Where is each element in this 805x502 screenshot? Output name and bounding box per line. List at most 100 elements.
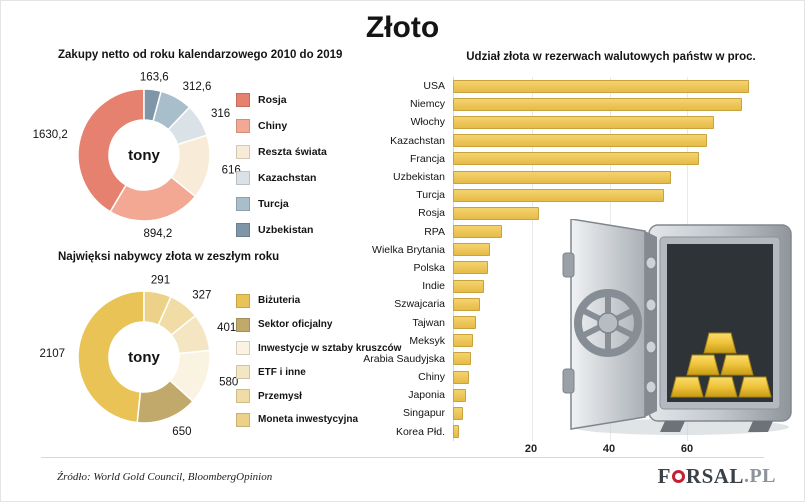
bar-Meksyk xyxy=(453,334,474,348)
bar-USA xyxy=(453,79,750,93)
bar-track xyxy=(453,97,765,111)
bar-category-label: Indie xyxy=(422,280,445,293)
legend-swatch xyxy=(236,119,250,133)
legend-swatch xyxy=(236,365,250,380)
bar-track xyxy=(453,334,765,348)
bar-track xyxy=(453,243,765,257)
gridline xyxy=(531,77,533,441)
x-axis: 20 40 60 xyxy=(453,443,765,457)
bar-Singapur xyxy=(453,406,463,420)
bar-track xyxy=(453,79,765,93)
logo-suffix: .PL xyxy=(743,465,776,487)
legend-swatch xyxy=(236,93,250,107)
bar-row: Uzbekistan xyxy=(357,168,765,186)
bar-track xyxy=(453,152,765,166)
bar-category-label: Polska xyxy=(413,261,445,274)
bar-category-label: Korea Płd. xyxy=(395,425,445,438)
legend-swatch xyxy=(236,389,250,404)
legend-label: Rosja xyxy=(258,94,287,106)
bar-Japonia xyxy=(453,388,467,402)
bar-RPA xyxy=(453,225,502,239)
bar-track xyxy=(453,188,765,202)
legend-item: Moneta inwestycyjna xyxy=(236,408,401,432)
legend-swatch xyxy=(236,317,250,332)
bar-Wielka Brytania xyxy=(453,243,491,257)
bar-category-label: Japonia xyxy=(408,389,445,402)
bar-track xyxy=(453,115,765,129)
bar-Turcja xyxy=(453,188,664,202)
bar-category-label: Niemcy xyxy=(409,98,445,111)
bar-category-label: RPA xyxy=(424,225,445,238)
legend-label: Kazachstan xyxy=(258,172,317,184)
donut-value-label: 163,6 xyxy=(140,72,169,84)
donut-value-label: 580 xyxy=(219,377,238,389)
donut-value-label: 894,2 xyxy=(144,228,173,240)
legend-item: Kazachstan xyxy=(236,165,327,191)
donut-value-label: 291 xyxy=(151,275,170,287)
bar-category-label: Kazachstan xyxy=(390,134,445,147)
bar-category-label: Turcja xyxy=(416,189,445,202)
reserves-barchart-title: Udział złota w rezerwach walutowych pańs… xyxy=(466,51,756,63)
bar-track xyxy=(453,425,765,439)
logo-text-rsal: RSAL xyxy=(685,464,744,488)
footer-divider xyxy=(41,457,764,458)
bar-row: Turcja xyxy=(357,186,765,204)
bar-category-label: USA xyxy=(423,80,445,93)
net-purchases-donut-chart: 1630,2 894,2 616 316 312,6 163,6 tony xyxy=(33,72,241,240)
legend-label: Chiny xyxy=(258,120,288,132)
legend-item: Rosja xyxy=(236,87,327,113)
bar-Arabia Saudyjska xyxy=(453,352,471,366)
donut-segment-Biżuteria xyxy=(77,290,145,424)
bar-row: Rosja xyxy=(357,204,765,222)
donut-value-label: 616 xyxy=(222,165,241,177)
bar-row: Meksyk xyxy=(357,332,765,350)
page-title: Złoto xyxy=(365,11,440,44)
donut-segment-Uzbekistan xyxy=(143,88,162,123)
bar-track xyxy=(453,279,765,293)
axis-tick-label: 20 xyxy=(524,443,538,455)
bar-row: Polska xyxy=(357,259,765,277)
legend-item: Biżuteria xyxy=(236,289,401,313)
legend-label: Turcja xyxy=(258,198,289,210)
bar-row: Francja xyxy=(357,150,765,168)
bar-category-label: Uzbekistan xyxy=(393,171,445,184)
axis-tick-label: 60 xyxy=(680,443,694,455)
safe-with-gold-bars-image xyxy=(562,218,792,435)
bar-Rosja xyxy=(453,206,539,220)
legend-swatch xyxy=(236,341,250,356)
bar-Francja xyxy=(453,152,699,166)
legend-label: Reszta świata xyxy=(258,146,327,158)
source-text: Źródło: World Gold Council, BloombergOpi… xyxy=(57,471,273,483)
bar-track xyxy=(453,206,765,220)
axis-tick-label: 40 xyxy=(602,443,616,455)
donut-center-label: tony xyxy=(128,349,160,366)
bar-row: Niemcy xyxy=(357,95,765,113)
bar-Włochy xyxy=(453,115,715,129)
bar-category-label: Włochy xyxy=(410,116,445,129)
bar-row: Tajwan xyxy=(357,313,765,331)
bar-track xyxy=(453,297,765,311)
bar-row: Singapur xyxy=(357,404,765,422)
legend-label: ETF i inne xyxy=(258,366,306,378)
legend-label: Uzbekistan xyxy=(258,224,314,236)
donut-value-label: 327 xyxy=(192,289,211,301)
bar-track xyxy=(453,316,765,330)
bar-Kazachstan xyxy=(453,134,707,148)
legend-swatch xyxy=(236,145,250,159)
donut-value-label: 1630,2 xyxy=(33,129,68,141)
bar-Szwajcaria xyxy=(453,297,481,311)
bar-row: USA xyxy=(357,77,765,95)
legend-label: Przemysł xyxy=(258,390,302,402)
bar-row: Kazachstan xyxy=(357,132,765,150)
donut-segment-Rosja xyxy=(77,88,145,213)
bar-Tajwan xyxy=(453,316,477,330)
legend-swatch xyxy=(236,412,250,427)
legend-swatch xyxy=(236,197,250,211)
legend-label: Inwestycje w sztaby kruszców xyxy=(258,342,402,354)
bar-row: Korea Płd. xyxy=(357,423,765,441)
vault-illustration xyxy=(553,218,799,437)
bar-track xyxy=(453,406,765,420)
bar-Uzbekistan xyxy=(453,170,672,184)
legend-swatch xyxy=(236,293,250,308)
legend-item: Uzbekistan xyxy=(236,217,327,243)
